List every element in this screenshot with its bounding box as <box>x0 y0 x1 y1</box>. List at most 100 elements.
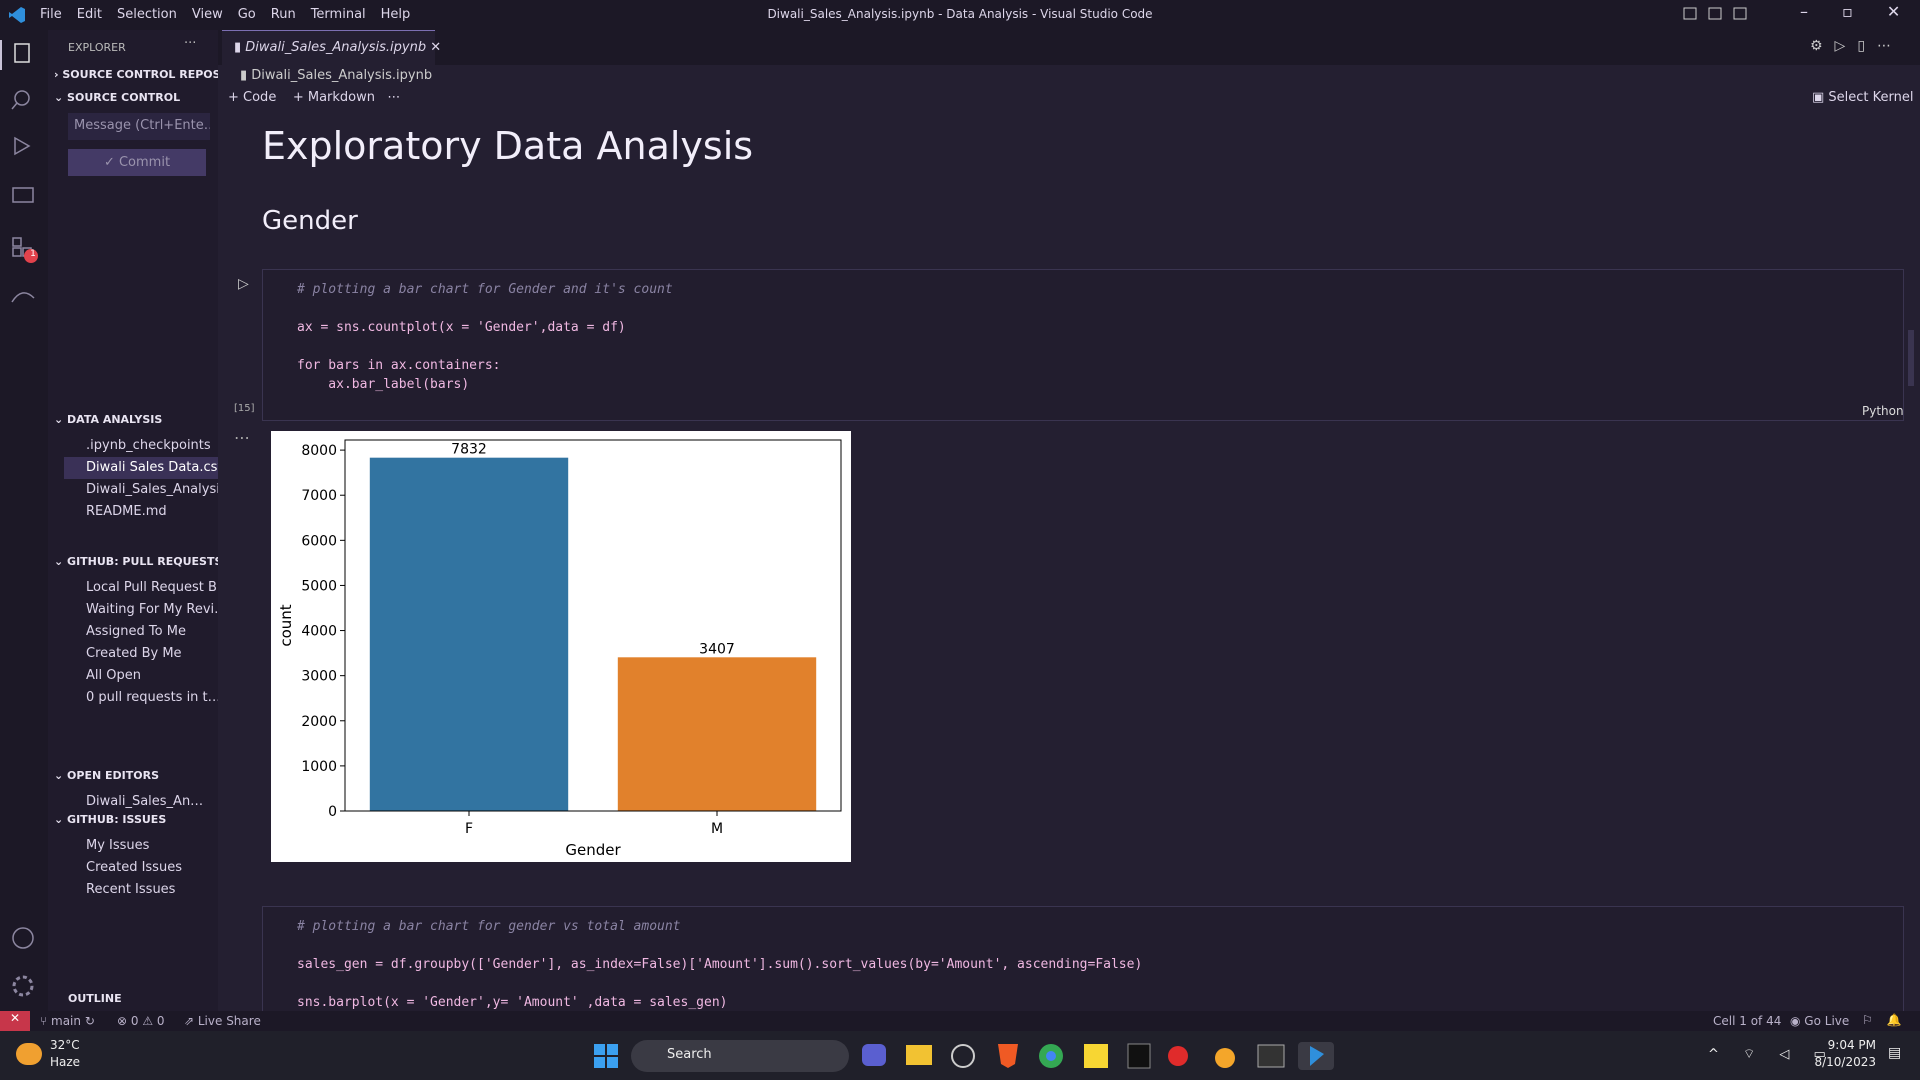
tree-item[interactable]: Created By Me <box>86 646 182 661</box>
section-title: GITHUB: PULL REQUESTS <box>67 555 218 568</box>
status-bar: ✕ ⑂ main ↻ ⊗ 0 ⚠ 0 ⇗ Live Share Cell 1 o… <box>0 1011 1920 1031</box>
toolbar-label: Code <box>243 90 277 105</box>
code-line: ax = sns.countplot(x = 'Gender',data = d… <box>297 320 626 335</box>
tree-item[interactable]: Assigned To Me <box>86 624 186 639</box>
y-tick-label: 4000 <box>301 624 337 640</box>
activity-icons <box>0 40 38 997</box>
commit-message-input[interactable]: Message (Ctrl+Ente… <box>68 113 210 140</box>
menu-item[interactable]: Selection <box>116 7 177 22</box>
tab-label: Diwali_Sales_Analysis.ipynb <box>245 40 427 55</box>
execution-count: [15] <box>234 403 255 414</box>
section-header[interactable]: › SOURCE CONTROL REPOSI… <box>54 68 218 81</box>
code-cell[interactable]: # plotting a bar chart for Gender and it… <box>262 269 1904 421</box>
remote-indicator[interactable]: ✕ <box>0 1011 30 1031</box>
section-header[interactable]: ⌄ GITHUB: PULL REQUESTS <box>54 555 218 568</box>
breadcrumb[interactable]: ▮ Diwali_Sales_Analysis.ipynb <box>240 68 433 83</box>
x-axis-label: Gender <box>565 841 621 859</box>
tree-item[interactable]: My Issues <box>86 838 150 853</box>
tree-item[interactable]: All Open <box>86 668 141 683</box>
cell-language[interactable]: Python <box>1862 404 1904 418</box>
tree-item[interactable]: Created Issues <box>86 860 182 875</box>
editor-tab[interactable]: ▮ Diwali_Sales_Analysis.ipynb ✕ <box>222 30 441 65</box>
activity-bar: 1 <box>0 30 48 1011</box>
error-count: 0 <box>130 1014 139 1028</box>
output-menu[interactable]: ⋯ <box>234 428 250 447</box>
window-title: Diwali_Sales_Analysis.ipynb - Data Analy… <box>767 7 1153 21</box>
tray-icons[interactable]: ^ ⌔ ◁ ▭ <box>1708 1047 1836 1062</box>
bar-label: 7832 <box>451 442 487 458</box>
add-code[interactable]: + Code <box>228 90 277 105</box>
section-title: SOURCE CONTROL <box>67 91 181 104</box>
clock-time[interactable]: 9:04 PM <box>1827 1038 1876 1052</box>
layout-controls[interactable] <box>1683 6 1763 22</box>
code-line: for bars in ax.containers: <box>297 358 501 373</box>
notifications[interactable]: ▤ <box>1888 1045 1902 1061</box>
tree-item[interactable]: Diwali_Sales_An… <box>86 794 204 809</box>
menu-item[interactable]: File <box>40 7 62 22</box>
section-title: OPEN EDITORS <box>67 769 159 782</box>
title-bar: File Edit Selection View Go Run Terminal Help D… <box>0 0 1920 30</box>
tree-item[interactable]: Diwali Sales Data.csv <box>64 457 218 479</box>
go-live-label: Go Live <box>1804 1014 1850 1028</box>
branch[interactable]: ⑂ main ↻ <box>40 1014 95 1028</box>
live-share[interactable]: ⇗ Live Share <box>184 1014 261 1028</box>
clock-date[interactable]: 8/10/2023 <box>1814 1055 1876 1069</box>
tree-item[interactable]: 0 pull requests in t… <box>86 690 218 705</box>
menu-item[interactable]: Terminal <box>310 7 366 22</box>
code-line: ax.bar_label(bars) <box>297 377 470 392</box>
add-markdown[interactable]: + Markdown <box>292 90 376 105</box>
code-cell[interactable]: # plotting a bar chart for gender vs tot… <box>262 906 1904 1011</box>
section-header[interactable]: ⌄ OPEN EDITORS <box>54 769 159 782</box>
commit-button[interactable]: ✓ Commit <box>68 149 206 176</box>
menu-bar: File Edit Selection View Go Run Terminal Help <box>40 7 425 22</box>
menu-item[interactable]: Go <box>237 7 256 22</box>
tree-item[interactable]: Recent Issues <box>86 882 176 897</box>
scrollbar[interactable] <box>1908 330 1914 386</box>
tree-item[interactable]: .ipynb_checkpoints <box>86 438 211 453</box>
kernel-picker[interactable]: ▣ Select Kernel <box>1812 90 1914 105</box>
y-tick-label: 5000 <box>301 578 337 594</box>
menu-item[interactable]: Help <box>380 7 411 22</box>
temperature[interactable]: 32°C <box>50 1038 80 1052</box>
y-tick-label: 6000 <box>301 533 337 549</box>
go-live[interactable]: ◉ Go Live <box>1790 1014 1850 1028</box>
tree-item[interactable]: Local Pull Request B… <box>86 580 218 595</box>
section-title: SOURCE CONTROL REPOSI… <box>62 68 218 81</box>
taskbar-apps[interactable] <box>862 1042 1342 1070</box>
kernel-label: Select Kernel <box>1828 90 1914 105</box>
code-line: sales_gen = df.groupby(['Gender'], as_in… <box>297 957 1143 972</box>
taskbar: 32°C Haze Search ^ ⌔ ◁ ▭ 9:04 PM 8/10/20… <box>0 1031 1920 1080</box>
tree-item[interactable]: Waiting For My Revi… <box>86 602 218 617</box>
menu-item[interactable]: Run <box>270 7 296 22</box>
status-icons[interactable]: ⚐🔔 <box>1862 1013 1916 1027</box>
markdown-subheading: Gender <box>262 206 358 236</box>
button-label: Commit <box>118 155 171 170</box>
menu-item[interactable]: View <box>191 7 223 22</box>
tree-item[interactable]: README.md <box>86 504 167 519</box>
vscode-logo <box>9 7 25 23</box>
code-line: sns.barplot(x = 'Gender',y= 'Amount' ,da… <box>297 995 728 1010</box>
cell-indicator[interactable]: Cell 1 of 44 <box>1713 1014 1782 1028</box>
x-tick-label: M <box>711 821 723 837</box>
sidebar-header: EXPLORER <box>68 41 126 54</box>
search-box[interactable]: Search <box>631 1040 849 1072</box>
bar <box>617 657 817 811</box>
run-cell-button[interactable]: ▷ <box>238 276 249 292</box>
extensions-badge: 1 <box>30 249 36 259</box>
section-header[interactable]: OUTLINE <box>68 992 122 1005</box>
tree-item[interactable]: Diwali_Sales_Analysis.i… <box>86 482 218 497</box>
editor: ▮ Diwali_Sales_Analysis.ipynb ✕ ⚙▷▯⋯ ▮ D… <box>218 30 1920 1011</box>
placeholder: Message (Ctrl+Ente… <box>74 118 210 133</box>
section-header[interactable]: ⌄ SOURCE CONTROL <box>54 91 181 104</box>
menu-item[interactable]: Edit <box>76 7 102 22</box>
problems[interactable]: ⊗ 0 ⚠ 0 <box>117 1014 165 1028</box>
section-header[interactable]: ⌄ GITHUB: ISSUES <box>54 813 167 826</box>
section-header[interactable]: ⌄ DATA ANALYSIS <box>54 413 163 426</box>
weather[interactable]: Haze <box>50 1055 81 1069</box>
more-actions[interactable]: ··· <box>184 36 197 51</box>
start-button[interactable] <box>594 1044 618 1068</box>
window-controls[interactable]: –▫✕ <box>1800 2 1900 21</box>
toolbar-label: Markdown <box>307 90 376 105</box>
editor-actions[interactable]: ⚙▷▯⋯ <box>1810 38 1904 54</box>
